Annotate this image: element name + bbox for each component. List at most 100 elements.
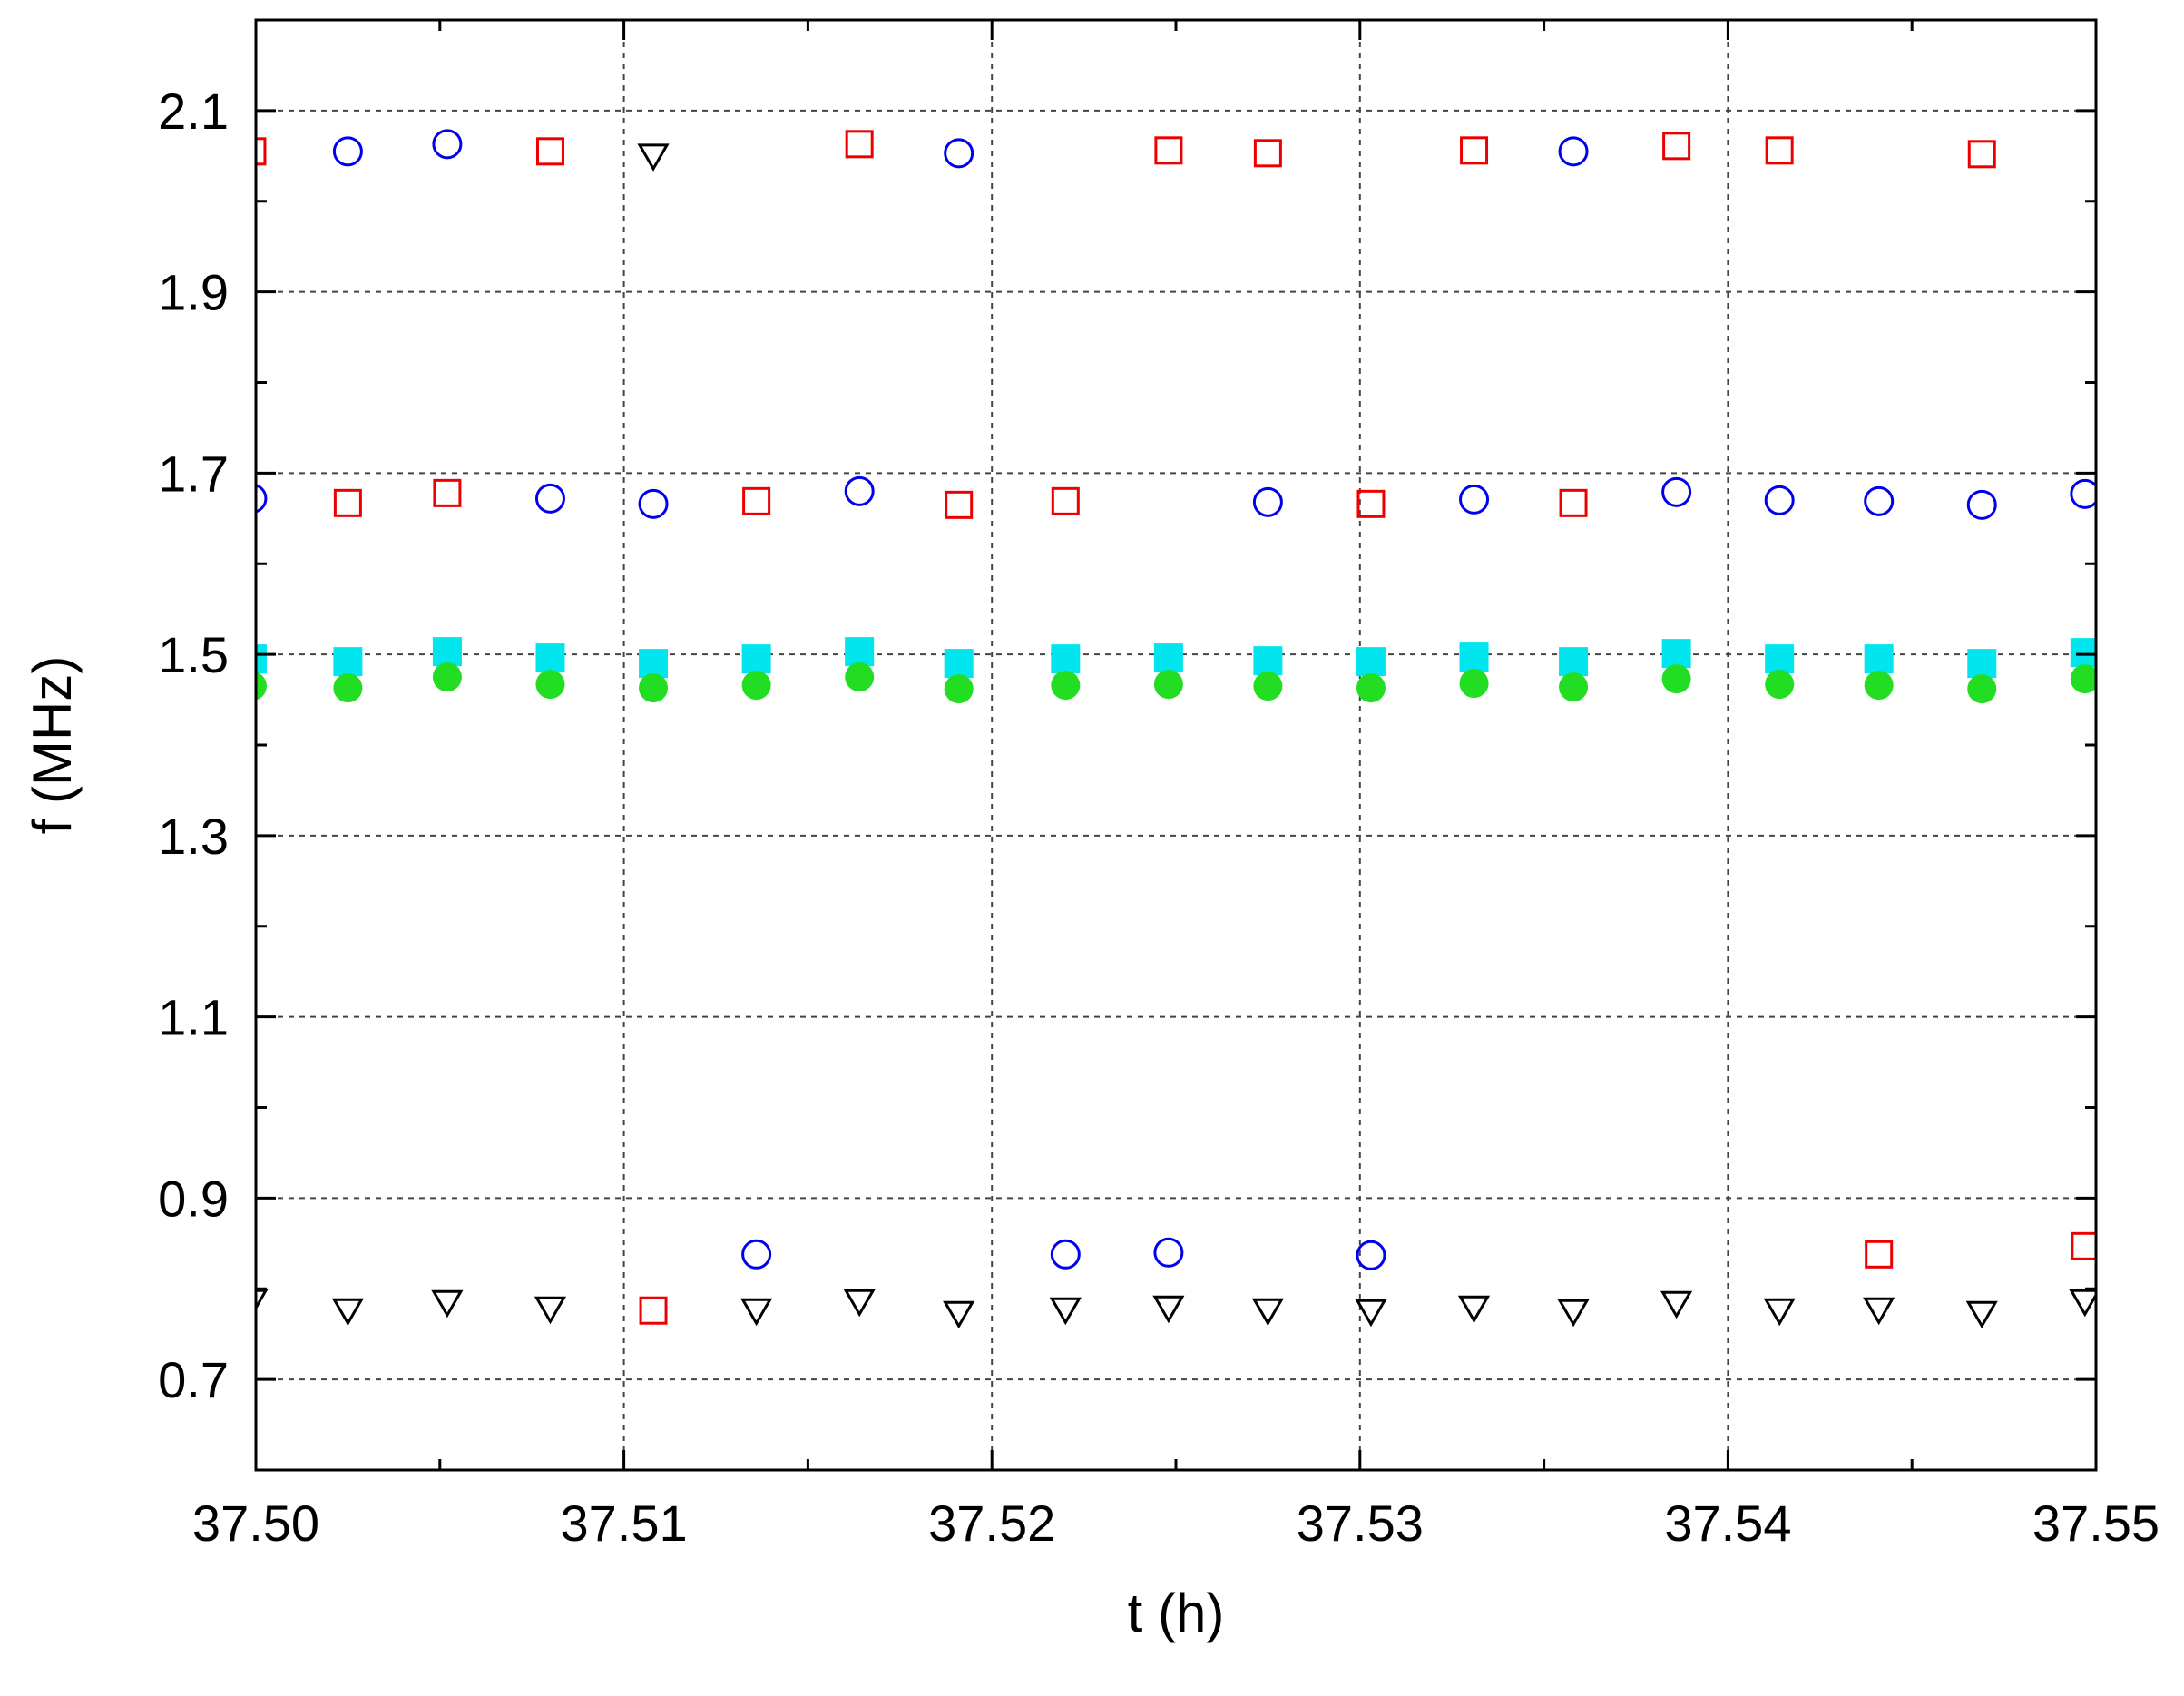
x-tick-label: 37.55 — [2032, 1495, 2160, 1552]
data-point — [639, 673, 669, 703]
data-point — [535, 670, 565, 700]
data-point — [843, 1289, 876, 1318]
data-point — [639, 1296, 668, 1325]
data-point — [332, 136, 363, 167]
data-point — [333, 647, 363, 677]
y-tick-label: 1.5 — [158, 626, 229, 683]
data-point — [1965, 1300, 1998, 1329]
data-point — [1253, 646, 1283, 676]
data-point — [1457, 1295, 1491, 1324]
data-point — [432, 129, 463, 160]
data-point — [1763, 1298, 1796, 1327]
data-point — [845, 662, 875, 692]
data-point — [944, 674, 974, 704]
data-point — [1356, 647, 1386, 677]
data-point — [1966, 489, 1997, 520]
data-point — [535, 643, 565, 673]
data-point — [1661, 639, 1691, 669]
data-point — [1154, 136, 1183, 165]
data-point — [256, 672, 267, 701]
data-point — [433, 478, 462, 507]
data-point — [943, 1300, 975, 1329]
x-tick-label: 37.52 — [928, 1495, 1055, 1552]
data-point — [1459, 484, 1490, 515]
data-point — [1864, 644, 1894, 674]
data-point — [1967, 140, 1996, 169]
data-point — [945, 490, 974, 519]
y-tick-label: 1.1 — [158, 989, 229, 1046]
y-tick-label: 0.7 — [158, 1351, 229, 1408]
y-axis-title: f (MHz) — [22, 656, 83, 835]
data-point — [1765, 670, 1795, 700]
data-point — [1356, 489, 1386, 518]
y-tick-label: 0.9 — [158, 1170, 229, 1227]
data-point — [1661, 476, 1692, 507]
x-tick-label: 37.51 — [561, 1495, 688, 1552]
data-point — [534, 1296, 567, 1325]
data-point — [1356, 673, 1386, 703]
data-point — [944, 649, 974, 679]
data-point — [1967, 674, 1997, 704]
data-point — [1051, 644, 1081, 674]
data-point — [944, 138, 974, 169]
data-point — [1460, 136, 1489, 165]
data-point — [1459, 642, 1489, 672]
data-point — [1557, 1299, 1590, 1328]
data-point — [1967, 649, 1997, 679]
x-axis-title: t (h) — [1128, 1583, 1225, 1643]
data-point — [1864, 485, 1895, 516]
data-point — [1864, 671, 1894, 701]
data-point — [1660, 1290, 1693, 1319]
data-point — [845, 130, 874, 159]
plot-frame — [254, 18, 2098, 1472]
data-point — [1765, 136, 1794, 165]
data-point — [2070, 664, 2096, 694]
data-point — [1559, 647, 1589, 677]
data-point — [1558, 136, 1589, 167]
data-point — [742, 486, 771, 515]
data-point — [534, 483, 565, 514]
data-point — [256, 137, 267, 166]
data-point — [256, 1289, 269, 1311]
data-point — [1251, 1298, 1284, 1327]
data-point — [1559, 488, 1588, 517]
data-point — [331, 1298, 364, 1327]
x-tick-label: 37.53 — [1297, 1495, 1424, 1552]
data-point — [2070, 478, 2096, 509]
data-point — [1252, 486, 1283, 517]
data-point — [741, 671, 771, 701]
data-point — [1661, 664, 1691, 694]
y-tick-label: 2.1 — [158, 83, 229, 140]
data-point — [1050, 1239, 1081, 1270]
x-tick-label: 37.50 — [192, 1495, 319, 1552]
data-point — [256, 644, 267, 674]
data-point — [2070, 638, 2096, 668]
data-point — [1152, 1295, 1185, 1324]
data-point — [1355, 1299, 1387, 1328]
data-point — [431, 1289, 464, 1319]
data-point — [1051, 671, 1081, 701]
data-point — [741, 644, 771, 674]
data-point — [1662, 132, 1691, 161]
data-point — [256, 484, 268, 514]
data-point — [535, 137, 564, 166]
data-point — [1051, 486, 1080, 515]
data-point — [1559, 672, 1589, 702]
data-point — [1153, 1237, 1184, 1268]
data-point — [1764, 485, 1795, 515]
data-point — [1153, 643, 1183, 673]
data-point — [740, 1298, 773, 1327]
data-point — [2069, 1289, 2096, 1318]
x-tick-labels: 37.50 37.51 37.52 37.53 37.54 37.55 — [192, 1495, 2160, 1552]
data-point — [844, 475, 875, 506]
data-point — [1253, 139, 1282, 168]
data-point — [845, 637, 875, 667]
data-point — [1153, 670, 1183, 700]
data-point — [333, 488, 362, 517]
data-point — [1863, 1297, 1895, 1326]
grid-lines — [256, 20, 2096, 1470]
data-point — [1459, 669, 1489, 699]
y-tick-label: 1.3 — [158, 808, 229, 865]
y-tick-labels: 0.7 0.9 1.1 1.3 1.5 1.7 1.9 2.1 — [158, 83, 229, 1408]
